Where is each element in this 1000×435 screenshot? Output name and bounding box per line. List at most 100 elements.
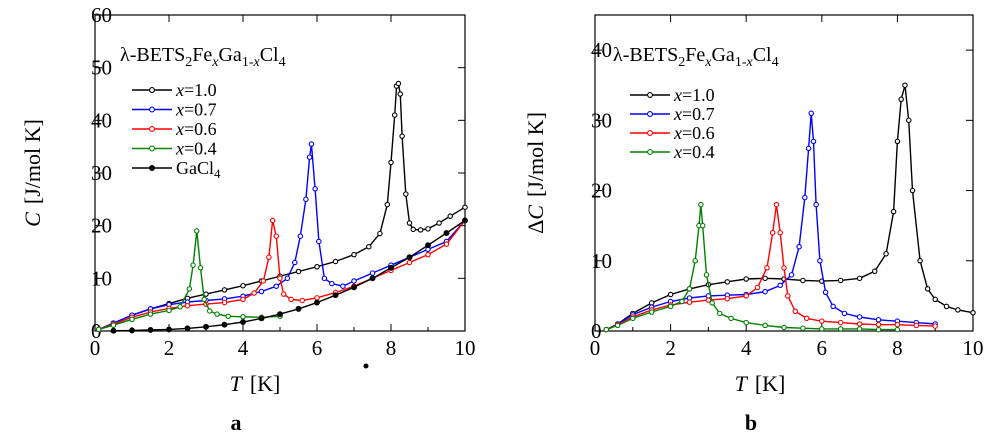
data-point-b-2 (724, 295, 731, 302)
data-point-b-3 (692, 258, 698, 264)
data-point-a-4 (129, 327, 135, 334)
data-point-b-3 (630, 315, 636, 322)
x-tick-label-b: 4 (741, 336, 752, 360)
data-point-a-0 (395, 80, 402, 87)
data-point-b-1 (777, 282, 783, 289)
data-point-b-3 (800, 325, 806, 331)
data-point-b-1 (810, 138, 817, 145)
data-point-b-1 (805, 145, 812, 152)
data-point-b-1 (788, 272, 795, 278)
data-point-a-3 (177, 304, 183, 310)
data-point-b-1 (830, 303, 836, 310)
data-point-a-4 (295, 305, 302, 312)
data-point-b-0 (902, 82, 908, 88)
data-point-a-1 (340, 283, 346, 289)
data-point-a-0 (384, 201, 391, 208)
data-point-b-0 (800, 277, 806, 284)
data-point-a-2 (260, 278, 267, 284)
data-point-a-2 (269, 217, 276, 224)
y-tick-label-b: 30 (591, 108, 612, 132)
data-point-a-0 (388, 159, 394, 166)
data-point-a-4 (388, 264, 394, 271)
data-point-b-3 (686, 286, 693, 292)
data-point-a-2 (288, 296, 294, 303)
legend-label-a: x=0.7 (175, 100, 217, 120)
data-point-b-2 (764, 265, 770, 271)
data-point-b-2 (773, 201, 780, 208)
legend-marker-a (149, 87, 155, 93)
legend-label-a: GaCl4 (176, 158, 221, 181)
data-point-b-1 (813, 201, 819, 208)
data-point-a-2 (184, 302, 191, 309)
data-point-a-3 (95, 326, 102, 333)
x-tick-label-b: 10 (963, 336, 984, 360)
data-point-a-2 (299, 297, 305, 304)
x-tick-label-a: 2 (164, 336, 175, 360)
data-point-b-3 (698, 201, 704, 208)
y-tick-label-a: 20 (91, 214, 112, 238)
data-point-b-0 (883, 251, 889, 257)
data-point-a-0 (377, 230, 383, 237)
data-point-b-3 (614, 322, 621, 329)
data-point-a-3 (129, 316, 135, 323)
data-point-b-1 (808, 110, 814, 117)
data-point-a-3 (166, 307, 172, 314)
data-point-a-3 (201, 296, 207, 303)
y-tick-label-a: 60 (91, 3, 112, 27)
data-point-a-0 (351, 251, 357, 258)
data-point-b-2 (803, 315, 810, 322)
data-point-b-2 (819, 318, 825, 324)
data-point-b-2 (777, 229, 783, 236)
data-point-b-3 (709, 300, 715, 306)
data-point-b-0 (909, 187, 916, 194)
data-point-b-2 (705, 297, 712, 303)
y-tick-label-a: 30 (91, 161, 112, 185)
data-point-b-2 (856, 321, 863, 327)
data-point-a-0 (425, 226, 431, 232)
data-point-b-3 (648, 309, 655, 315)
y-tick-label-a: 0 (91, 319, 102, 343)
data-point-a-1 (273, 283, 280, 289)
data-point-b-3 (716, 310, 723, 317)
data-point-b-2 (875, 321, 882, 328)
data-point-a-0 (462, 204, 468, 210)
x-axis-label-a: T [K] (230, 371, 281, 396)
data-point-a-4 (166, 326, 172, 333)
data-point-a-2 (277, 275, 283, 282)
data-point-b-2 (743, 293, 749, 299)
x-tick-label-b: 2 (665, 336, 676, 360)
data-point-b-3 (728, 315, 734, 322)
chart-panel-b: 0 2 4 6 8 10 0 10 20 30 40 λ-BETS2FexGa1-xCl4 x=1.… (523, 14, 984, 435)
data-point-a-1 (329, 280, 335, 287)
data-point-a-3 (240, 314, 246, 320)
data-point-b-0 (932, 296, 938, 303)
data-point-a-2 (273, 233, 280, 239)
x-tick-label-a: 8 (386, 336, 397, 360)
data-point-b-0 (894, 138, 901, 145)
data-point-a-0 (221, 287, 228, 293)
data-point-b-3 (894, 326, 901, 333)
data-point-b-3 (856, 326, 863, 332)
series-line-b-3 (606, 204, 898, 331)
data-point-a-2 (314, 295, 320, 301)
data-point-a-2 (425, 251, 431, 258)
data-point-a-4 (221, 321, 228, 328)
stray-dot-mark (363, 363, 369, 369)
legend-label-b: x=1.0 (673, 85, 715, 105)
data-point-a-2 (443, 241, 450, 247)
data-point-a-4 (369, 275, 376, 282)
legend-b: x=1.0x=0.7x=0.6x=0.4 (630, 85, 715, 162)
data-point-b-3 (679, 298, 685, 305)
data-point-a-0 (366, 243, 372, 250)
data-point-b-0 (837, 277, 844, 284)
data-point-b-3 (781, 324, 787, 331)
data-point-b-3 (762, 322, 768, 329)
data-point-a-3 (110, 322, 117, 328)
data-point-a-0 (410, 226, 416, 233)
data-point-b-2 (894, 321, 901, 328)
data-point-b-2 (754, 284, 761, 291)
data-point-a-4 (258, 315, 265, 322)
data-point-a-4 (240, 319, 246, 325)
chart-title-b: λ-BETS2FexGa1-xCl4 (613, 44, 779, 70)
data-point-b-2 (769, 229, 776, 236)
